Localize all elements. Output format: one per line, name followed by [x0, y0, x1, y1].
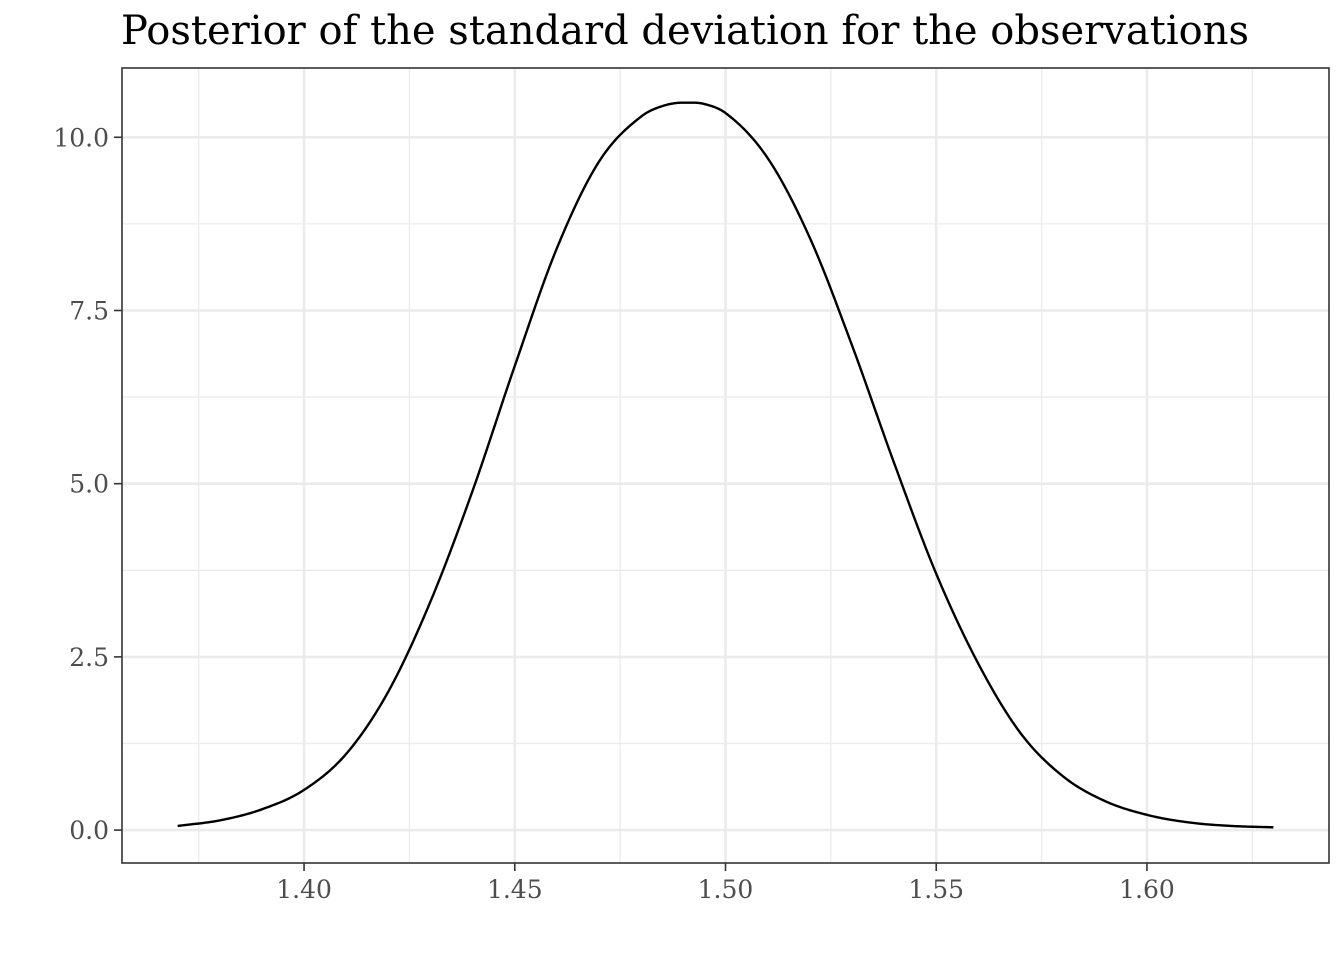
x-tick-label: 1.40	[276, 875, 332, 904]
y-tick-label: 7.5	[69, 296, 109, 325]
x-axis: 1.40 1.45 1.50 1.55 1.60	[276, 863, 1175, 904]
major-gridlines	[122, 68, 1329, 863]
y-tick-label: 5.0	[69, 470, 109, 499]
y-axis: 0.0 2.5 5.0 7.5 10.0	[53, 123, 122, 845]
x-tick-label: 1.45	[487, 875, 543, 904]
x-tick-label: 1.50	[698, 875, 754, 904]
x-tick-label: 1.60	[1119, 875, 1175, 904]
y-tick-label: 0.0	[69, 816, 109, 845]
y-tick-label: 10.0	[53, 123, 109, 152]
y-tick-label: 2.5	[69, 643, 109, 672]
x-tick-label: 1.55	[908, 875, 964, 904]
density-line	[177, 101, 1274, 829]
chart-title: Posterior of the standard deviation for …	[121, 8, 1249, 54]
